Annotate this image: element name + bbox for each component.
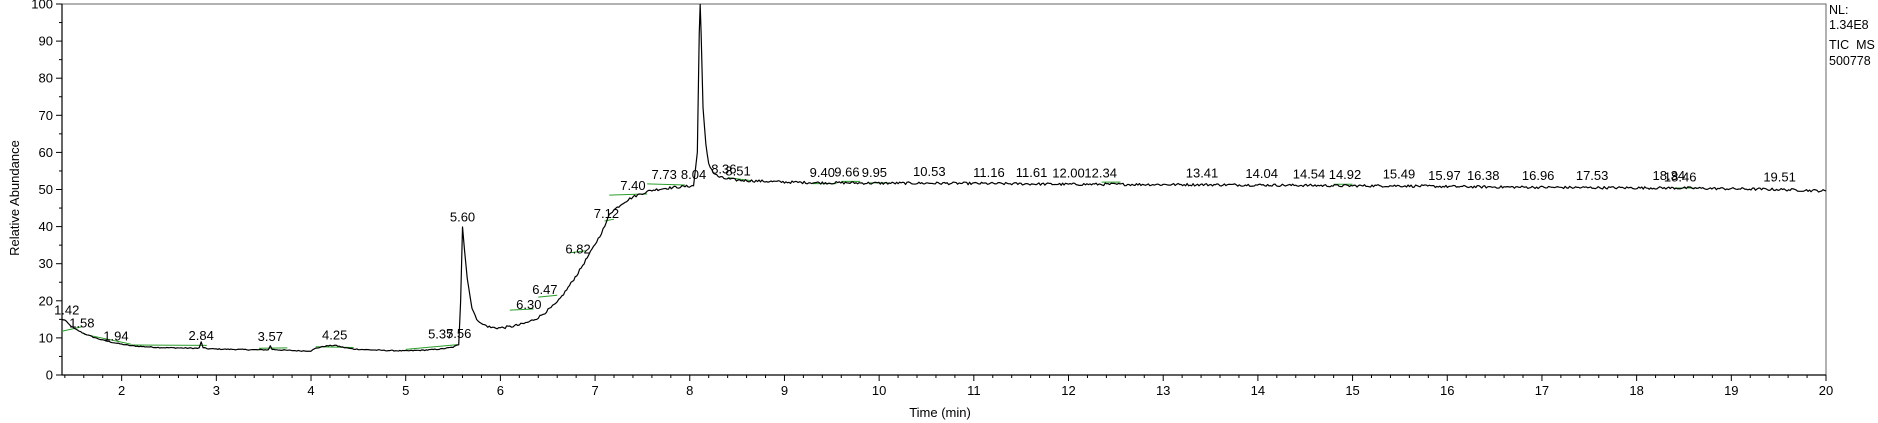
tic-trace-line <box>61 3 1827 352</box>
peak-label: 15.49 <box>1383 167 1416 182</box>
peak-label: 19.51 <box>1763 170 1796 185</box>
baseline-segment <box>61 326 82 332</box>
peak-label: 18.46 <box>1664 170 1697 185</box>
peak-label: 2.84 <box>189 328 214 343</box>
peak-label: 7.40 <box>620 178 645 193</box>
peak-label: 12.00 <box>1052 166 1085 181</box>
x-tick-label: 7 <box>591 383 598 398</box>
peak-label: 18.34 <box>1653 168 1686 183</box>
peak-label: 8.04 <box>681 167 706 182</box>
plot-frame <box>61 3 1827 376</box>
peak-label: 8.51 <box>725 163 750 178</box>
peak-label: 9.66 <box>834 164 859 179</box>
peak-label: 5.37 <box>428 327 453 342</box>
y-tick-label: 90 <box>39 34 53 49</box>
x-tick-label: 5 <box>402 383 409 398</box>
peak-label: 8.36 <box>711 162 736 177</box>
peak-label: 11.16 <box>973 165 1005 180</box>
peak-label: 1.42 <box>54 302 79 317</box>
chromatogram-trace <box>61 3 1827 352</box>
peak-label: 14.92 <box>1329 167 1362 182</box>
info-line-nl: NL: <box>1829 3 1848 17</box>
peak-label: 6.30 <box>516 297 541 312</box>
peak-label: 14.54 <box>1293 166 1326 181</box>
peak-label: 7.12 <box>594 206 619 221</box>
y-tick-label: 20 <box>39 293 53 308</box>
x-tick-label: 3 <box>213 383 220 398</box>
peak-label: 5.60 <box>450 210 475 225</box>
peak-label: 7.73 <box>652 167 677 182</box>
peak-label: 9.40 <box>810 165 835 180</box>
y-tick-label: 50 <box>39 182 53 197</box>
x-tick-label: 4 <box>307 383 314 398</box>
y-tick-label: 60 <box>39 145 53 160</box>
y-tick-label: 30 <box>39 256 53 271</box>
x-tick-label: 6 <box>497 383 504 398</box>
info-line-nl-value: 1.34E8 <box>1829 18 1869 32</box>
peak-label: 1.94 <box>103 328 128 343</box>
y-tick-label: 40 <box>39 219 53 234</box>
x-tick-label: 15 <box>1345 383 1359 398</box>
y-tick-label: 70 <box>39 108 53 123</box>
baseline-segment <box>538 294 558 298</box>
peak-label: 14.04 <box>1245 166 1278 181</box>
x-tick-label: 19 <box>1724 383 1738 398</box>
peak-label: 13.41 <box>1186 166 1219 181</box>
info-line-filter: TIC MS <box>1829 38 1875 52</box>
peak-label: 4.25 <box>322 328 347 343</box>
baseline-segment <box>571 250 586 254</box>
info-line-file: 500778 <box>1829 54 1871 68</box>
peak-label: 11.61 <box>1016 165 1048 180</box>
y-tick-label: 10 <box>39 330 53 345</box>
peak-label: 16.38 <box>1467 168 1500 183</box>
peak-label: 16.96 <box>1522 168 1555 183</box>
y-tick-label: 80 <box>39 71 53 86</box>
baseline-segment <box>604 218 615 222</box>
x-tick-label: 20 <box>1819 383 1833 398</box>
peak-label: 3.57 <box>258 329 283 344</box>
x-tick-label: 16 <box>1440 383 1454 398</box>
x-axis-ticks: 2 3 4 5 6 7 8 9 10 11 12 13 14 15 16 17 18 19 20 <box>64 375 1833 398</box>
x-tick-label: 18 <box>1629 383 1643 398</box>
baseline-segments <box>61 177 1699 350</box>
x-tick-label: 14 <box>1251 383 1265 398</box>
x-tick-label: 12 <box>1061 383 1075 398</box>
peak-label: 1.58 <box>69 315 94 330</box>
x-tick-label: 8 <box>686 383 693 398</box>
y-axis-title: Relative Abundance <box>7 140 22 256</box>
peak-label: 5.56 <box>446 326 471 341</box>
x-tick-label: 13 <box>1156 383 1170 398</box>
baseline-segment <box>647 183 686 186</box>
y-tick-label: 100 <box>31 0 53 12</box>
scan-info: NL: 1.34E8 TIC MS 500778 <box>1829 3 1875 68</box>
x-tick-label: 10 <box>872 383 886 398</box>
peak-label: 10.53 <box>913 164 946 179</box>
peak-label: 15.97 <box>1428 168 1461 183</box>
x-tick-label: 9 <box>781 383 788 398</box>
x-axis-title: Time (min) <box>909 405 971 420</box>
peak-label: 12.34 <box>1084 166 1117 181</box>
peak-label: 6.82 <box>565 241 590 256</box>
x-tick-label: 2 <box>118 383 125 398</box>
x-tick-label: 17 <box>1535 383 1549 398</box>
y-tick-label: 0 <box>46 368 53 383</box>
peak-labels: 1.421.58 1.94 2.84 3.57 4.25 5.375.56 5.60 6.30… <box>54 162 1796 344</box>
peak-label: 17.53 <box>1576 168 1609 183</box>
plot-border <box>61 3 1827 376</box>
y-axis-ticks: 0 10 20 30 40 50 60 70 80 90 100 <box>31 0 62 383</box>
peak-label: 6.47 <box>532 282 557 297</box>
baseline-segment <box>509 308 534 311</box>
peak-label: 9.95 <box>862 165 887 180</box>
baseline-segment <box>405 344 458 350</box>
x-tick-label: 11 <box>967 383 981 398</box>
